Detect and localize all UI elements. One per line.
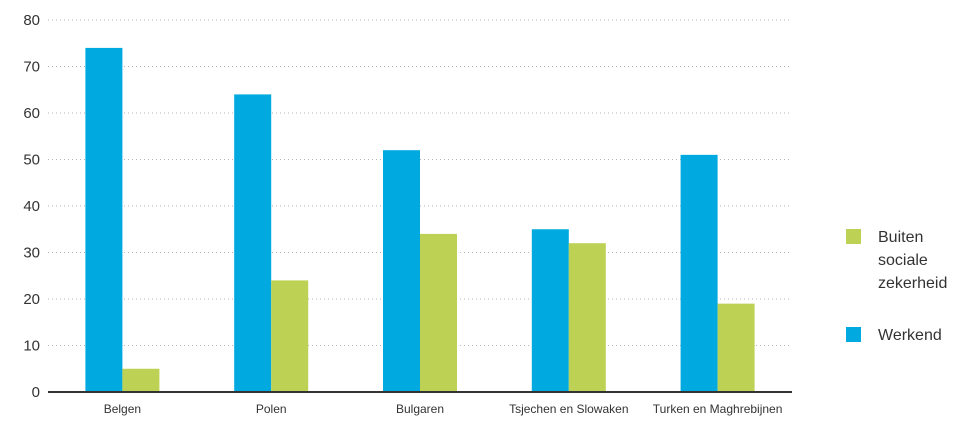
x-axis-categories: Belgen Polen Bulgaren Tsjechen en Slowaken T… bbox=[104, 402, 783, 416]
bar-werkend-2 bbox=[383, 150, 420, 392]
y-axis-ticks: 0 10 20 30 40 50 60 70 80 bbox=[23, 12, 40, 401]
y-tick-label: 70 bbox=[23, 59, 40, 76]
legend: Buiten sociale zekerheid Werkend bbox=[846, 229, 947, 344]
bar-werkend-3 bbox=[531, 229, 569, 392]
legend-label: zekerheid bbox=[878, 275, 947, 292]
x-category-label: Belgen bbox=[104, 402, 141, 416]
legend-label: Buiten bbox=[878, 229, 923, 246]
y-tick-label: 60 bbox=[23, 105, 40, 122]
bar-buiten-sociale-zekerheid-1 bbox=[271, 280, 309, 392]
y-tick-label: 10 bbox=[23, 338, 40, 355]
bar-buiten-sociale-zekerheid-2 bbox=[420, 233, 457, 392]
legend-label: Werkend bbox=[878, 327, 942, 344]
legend-swatch-buiten-sociale-zekerheid bbox=[846, 229, 861, 244]
y-tick-label: 80 bbox=[23, 12, 40, 29]
y-tick-label: 50 bbox=[23, 152, 40, 169]
bar-buiten-sociale-zekerheid-4 bbox=[717, 303, 755, 392]
x-category-label: Turken en Maghrebijnen bbox=[653, 402, 783, 416]
y-tick-label: 40 bbox=[23, 198, 40, 215]
x-category-label: Polen bbox=[256, 402, 287, 416]
bar-buiten-sociale-zekerheid-3 bbox=[568, 243, 606, 392]
y-tick-label: 20 bbox=[23, 291, 40, 308]
bar-werkend-0 bbox=[85, 47, 123, 393]
bars bbox=[85, 47, 755, 393]
legend-swatch-werkend bbox=[846, 327, 861, 342]
bar-werkend-4 bbox=[680, 154, 718, 392]
legend-label: sociale bbox=[878, 252, 928, 269]
x-category-label: Bulgaren bbox=[396, 402, 444, 416]
bar-buiten-sociale-zekerheid-0 bbox=[122, 368, 160, 392]
y-tick-label: 30 bbox=[23, 245, 40, 262]
x-category-label: Tsjechen en Slowaken bbox=[509, 402, 628, 416]
y-tick-label: 0 bbox=[32, 384, 40, 401]
bar-werkend-1 bbox=[234, 94, 272, 393]
